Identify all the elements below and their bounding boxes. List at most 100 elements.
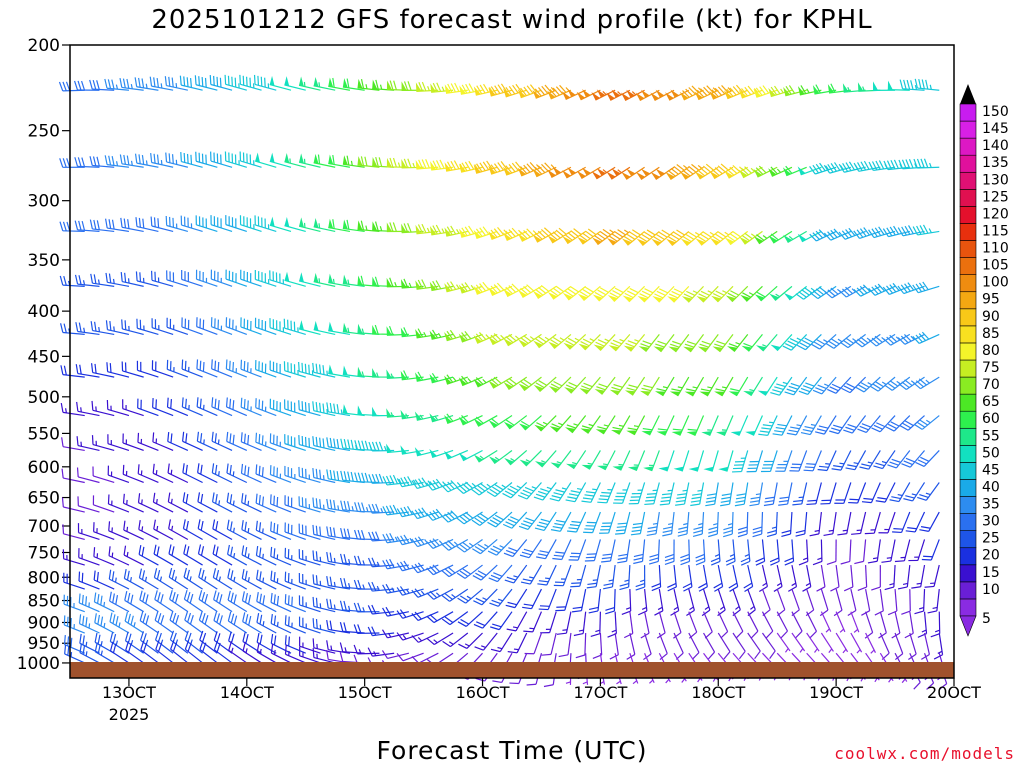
barb-staff bbox=[702, 564, 708, 587]
barb-staff bbox=[138, 553, 159, 566]
barb-feather bbox=[918, 282, 926, 292]
barb-staff bbox=[284, 580, 306, 590]
wind-barb bbox=[563, 333, 587, 350]
barb-staff bbox=[198, 553, 218, 566]
barb-staff bbox=[635, 450, 646, 472]
wind-barb bbox=[915, 450, 940, 467]
barb-half-feather bbox=[914, 163, 918, 169]
barb-feather bbox=[479, 283, 487, 292]
wind-barb bbox=[576, 89, 601, 101]
barb-feather bbox=[639, 293, 649, 299]
barb-staff bbox=[154, 599, 174, 613]
barb-feather bbox=[219, 615, 223, 625]
wind-barb bbox=[255, 432, 277, 452]
barb-feather bbox=[459, 595, 469, 602]
barb-feather bbox=[64, 644, 67, 655]
barb-half-feather bbox=[348, 558, 351, 564]
barb-staff bbox=[198, 598, 218, 613]
barb-feather bbox=[626, 290, 637, 296]
barb-half-feather bbox=[470, 284, 475, 290]
barb-feather bbox=[537, 490, 548, 496]
barb-half-feather bbox=[617, 91, 622, 96]
barb-feather bbox=[124, 611, 129, 622]
barb-feather bbox=[623, 632, 634, 639]
barb-feather bbox=[781, 529, 791, 534]
barb-feather bbox=[903, 79, 907, 90]
barb-staff bbox=[795, 415, 808, 436]
barb-staff bbox=[151, 85, 174, 91]
barb-flag bbox=[607, 295, 618, 302]
barb-feather bbox=[459, 543, 468, 551]
wind-barb bbox=[179, 75, 203, 91]
barb-staff bbox=[480, 539, 498, 555]
barb-staff bbox=[925, 482, 940, 501]
barb-feather bbox=[522, 606, 532, 610]
barb-staff bbox=[270, 503, 292, 513]
barb-half-feather bbox=[82, 280, 86, 285]
wind-barb bbox=[256, 592, 277, 613]
barb-feather bbox=[815, 84, 821, 94]
barb-staff bbox=[930, 539, 940, 561]
barb-feather bbox=[333, 500, 336, 510]
barb-feather bbox=[389, 475, 395, 485]
barb-feather bbox=[769, 557, 780, 563]
wind-barb bbox=[488, 282, 513, 297]
barb-staff bbox=[555, 415, 572, 433]
barb-staff bbox=[197, 501, 218, 513]
barb-staff bbox=[590, 482, 601, 503]
barb-feather bbox=[343, 600, 347, 611]
wind-barb bbox=[487, 511, 513, 528]
barb-feather bbox=[353, 555, 358, 566]
barb-staff bbox=[493, 449, 513, 465]
barb-flag bbox=[313, 320, 319, 331]
barb-staff bbox=[372, 564, 395, 568]
barb-feather bbox=[396, 562, 403, 572]
barb-feather bbox=[904, 632, 914, 639]
barb-staff bbox=[416, 285, 439, 290]
barb-feather bbox=[130, 615, 134, 626]
barb-feather bbox=[343, 622, 347, 632]
barb-feather bbox=[702, 165, 712, 173]
wind-barb bbox=[122, 433, 144, 452]
barb-feather bbox=[857, 338, 866, 346]
barb-staff bbox=[169, 598, 189, 613]
barb-half-feather bbox=[788, 235, 794, 240]
barb-feather bbox=[919, 493, 929, 499]
wind-barb bbox=[549, 482, 572, 502]
barb-feather bbox=[676, 229, 685, 236]
barb-feather bbox=[273, 594, 276, 604]
barb-feather bbox=[756, 234, 765, 241]
wind-barb bbox=[904, 611, 914, 639]
barb-feather bbox=[714, 233, 724, 240]
barb-staff bbox=[241, 554, 262, 566]
barb-feather bbox=[184, 640, 190, 650]
barb-flag bbox=[444, 84, 451, 94]
barb-feather bbox=[687, 428, 698, 431]
wind-barb bbox=[60, 402, 85, 417]
barb-feather bbox=[441, 543, 450, 551]
barb-feather bbox=[587, 228, 597, 236]
wind-barb bbox=[599, 511, 616, 534]
barb-feather bbox=[459, 570, 469, 577]
wind-barb bbox=[817, 450, 837, 472]
barb-feather bbox=[96, 220, 100, 230]
barb-flag bbox=[299, 272, 304, 283]
barb-feather bbox=[243, 399, 246, 409]
barb-feather bbox=[411, 564, 419, 574]
wind-barb bbox=[400, 370, 424, 381]
barb-feather bbox=[460, 618, 470, 625]
wind-barb bbox=[885, 415, 911, 432]
barb-half-feather bbox=[867, 382, 873, 386]
wind-barb bbox=[580, 415, 601, 434]
barb-staff bbox=[666, 450, 675, 472]
barb-feather bbox=[877, 497, 887, 500]
barb-half-feather bbox=[847, 87, 851, 92]
barb-feather bbox=[245, 614, 249, 624]
barb-staff bbox=[255, 473, 277, 484]
wind-barb bbox=[488, 449, 513, 465]
barb-feather bbox=[396, 587, 403, 596]
barb-feather bbox=[315, 436, 318, 447]
barb-feather bbox=[643, 384, 653, 389]
wind-barb bbox=[368, 441, 395, 452]
barb-feather bbox=[728, 343, 739, 348]
